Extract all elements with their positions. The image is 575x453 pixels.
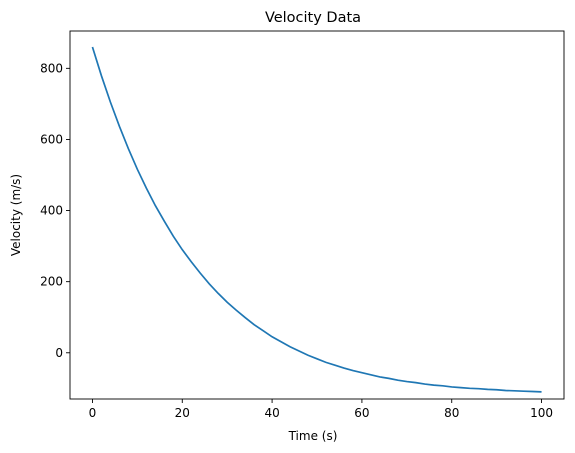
x-axis-label: Time (s) bbox=[288, 429, 338, 443]
velocity-series-line bbox=[91, 46, 542, 393]
y-tick-label: 800 bbox=[40, 61, 63, 75]
y-tick-label: 400 bbox=[40, 204, 63, 218]
x-tick-label: 0 bbox=[89, 406, 97, 420]
y-tick-label: 0 bbox=[55, 346, 63, 360]
y-tick-label: 600 bbox=[40, 132, 63, 146]
x-tick-label: 20 bbox=[175, 406, 190, 420]
chart-title: Velocity Data bbox=[265, 10, 361, 26]
plot-area bbox=[70, 31, 564, 399]
x-tick-label: 60 bbox=[354, 406, 369, 420]
axis-ticks: 0 20 40 60 80 100 0 200 400 600 800 bbox=[40, 61, 553, 420]
y-tick-label: 200 bbox=[40, 275, 63, 289]
x-tick-label: 100 bbox=[530, 406, 553, 420]
x-tick-label: 40 bbox=[264, 406, 279, 420]
y-axis-label: Velocity (m/s) bbox=[9, 174, 23, 256]
plot-frame bbox=[69, 30, 565, 400]
x-tick-label: 80 bbox=[444, 406, 459, 420]
